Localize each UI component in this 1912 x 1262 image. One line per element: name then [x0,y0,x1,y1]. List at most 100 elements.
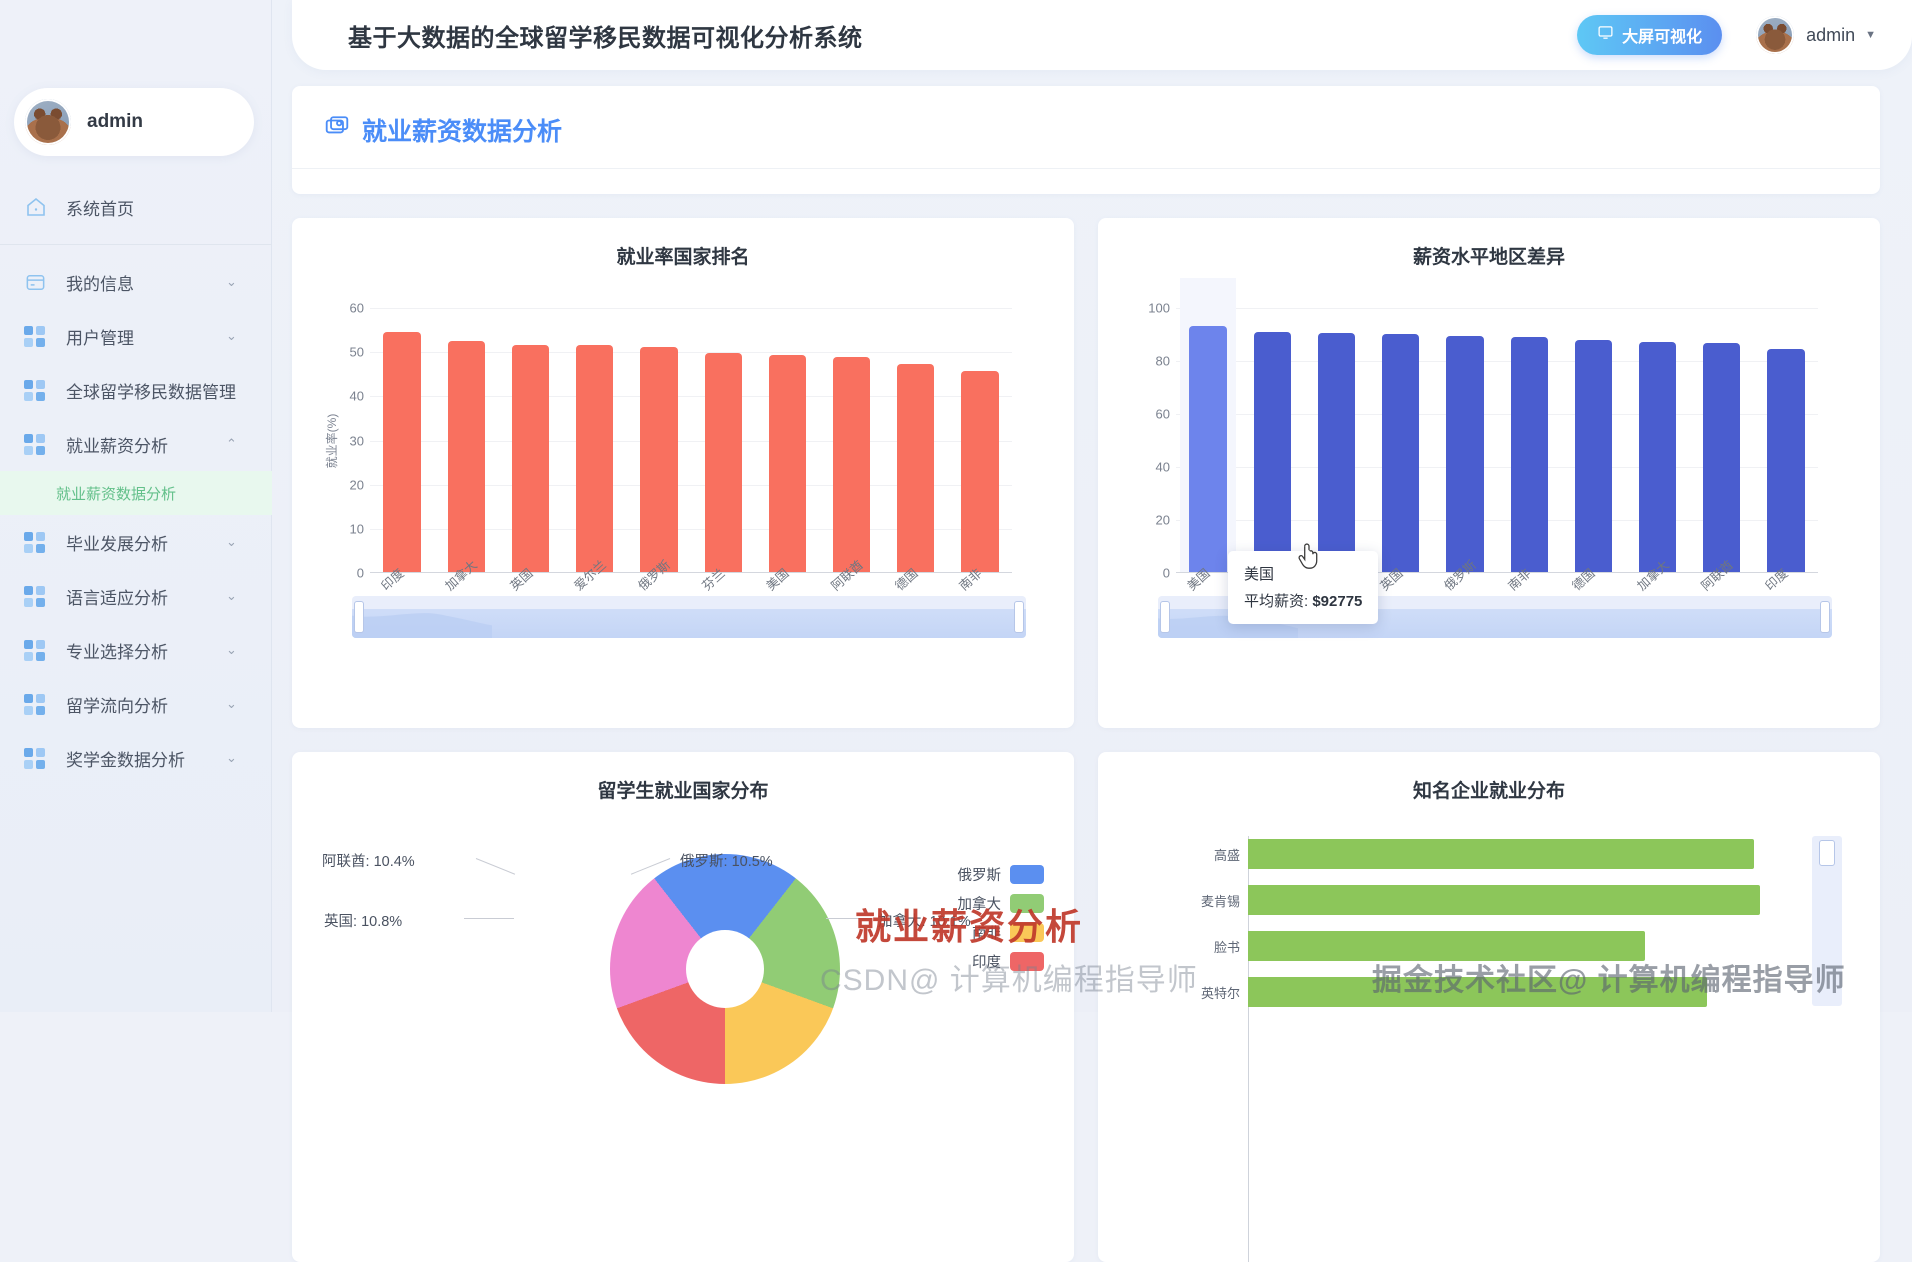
sidebar-user-name: admin [87,111,143,132]
sidebar-item-my-info[interactable]: 我的信息 ⌄ [0,255,272,309]
user-menu[interactable]: admin ▼ [1756,16,1876,54]
bar-row[interactable]: 英特尔 [1201,974,1770,1010]
bar[interactable] [1248,839,1755,869]
chevron-down-icon[interactable]: ⌄ [226,534,237,549]
datazoom-handle-left[interactable] [354,601,364,633]
sidebar-item-employment-salary[interactable]: 就业薪资分析 ⌃ [0,417,272,471]
bar-cell[interactable] [1497,308,1561,572]
bar-cell[interactable] [1625,308,1689,572]
bar-cell[interactable] [1240,308,1304,572]
datazoom-handle-right[interactable] [1014,601,1024,633]
bar-cell[interactable] [627,308,691,572]
bar[interactable] [897,363,935,572]
datazoom-slider[interactable] [352,596,1026,638]
pie-label-russia: 俄罗斯: 10.5% [680,854,773,870]
sidebar-item-major-selection[interactable]: 专业选择分析 ⌄ [0,623,272,677]
sidebar-item-scholarship-data[interactable]: 奖学金数据分析 ⌄ [0,731,272,785]
bar-cell[interactable] [948,308,1012,572]
bar[interactable] [1189,326,1227,572]
bar[interactable] [704,352,742,572]
bar-cell[interactable] [1561,308,1625,572]
chevron-down-icon[interactable]: ⌄ [226,696,237,711]
legend-item[interactable]: 南非 [958,918,1044,947]
bar-row[interactable]: 脸书 [1214,928,1770,964]
chevron-down-icon[interactable]: ⌄ [226,274,237,289]
bar[interactable] [1253,332,1291,572]
bar[interactable] [1638,342,1677,572]
grid-icon [24,639,50,661]
legend-item[interactable]: 加拿大 [958,889,1044,918]
bar-cell[interactable] [1690,308,1754,572]
bar-cell[interactable] [498,308,562,572]
mouse-cursor-icon [1296,543,1322,578]
y-axis-tick: 麦肯锡 [1200,893,1240,909]
y-axis-tick: 0 [356,565,364,581]
chevron-down-icon[interactable]: ⌄ [226,328,237,343]
bar[interactable] [768,355,806,572]
bar-cell[interactable] [1176,278,1240,572]
bar-cell[interactable] [884,308,948,572]
gridline [1176,467,1818,468]
bar-cell[interactable] [691,308,755,572]
sidebar-item-home[interactable]: 系统首页 [0,180,272,234]
sidebar-item-global-data-management[interactable]: 全球留学移民数据管理 [0,363,272,417]
sidebar-subitem-employment-salary-data[interactable]: 就业薪资数据分析 [0,471,272,515]
sidebar-item-graduate-development[interactable]: 毕业发展分析 ⌄ [0,515,272,569]
legend-item[interactable]: 印度 [958,947,1044,976]
sidebar-user-card[interactable]: admin [14,88,254,156]
bar[interactable] [447,341,485,572]
bar-cell[interactable] [819,308,883,572]
bar[interactable] [1382,334,1420,572]
datazoom-handle-right[interactable] [1820,601,1830,633]
datazoom-slider-vertical[interactable] [1812,836,1842,1006]
gridline [370,440,1012,442]
bar-series [370,308,1012,572]
bar-cell[interactable] [370,308,434,572]
chevron-down-icon[interactable]: ▼ [1865,29,1876,41]
bar[interactable] [640,347,678,572]
pie-leader-line [475,858,516,875]
bigscreen-button[interactable]: 大屏可视化 [1577,15,1723,55]
chevron-up-icon[interactable]: ⌃ [226,436,237,451]
bar-cell[interactable] [434,308,498,572]
bar[interactable] [1248,931,1645,961]
bar[interactable] [383,332,421,572]
chevron-down-icon[interactable]: ⌄ [226,750,237,765]
bar[interactable] [1767,348,1805,572]
bar[interactable] [1510,337,1548,572]
chevron-down-icon[interactable]: ⌄ [226,642,237,657]
bar[interactable] [1446,335,1484,572]
y-axis-tick: 40 [1155,459,1170,475]
bar[interactable] [832,357,871,572]
bar[interactable] [1703,342,1741,572]
bar-cell[interactable] [755,308,819,572]
bar-cell[interactable] [1304,308,1368,572]
gridline [1176,308,1818,309]
bar-cell[interactable] [563,308,627,572]
bar-row[interactable]: 高盛 [1214,836,1770,872]
sidebar-item-language-adaptation[interactable]: 语言适应分析 ⌄ [0,569,272,623]
datazoom-handle-left[interactable] [1160,601,1170,633]
y-axis-tick: 30 [349,433,364,448]
grid-icon [24,585,50,607]
gridline [1176,520,1818,521]
chart-card-country-distribution: 留学生就业国家分布 英国: 10.8% 阿联酋: 10.4% 俄罗斯: 10.5… [292,752,1074,1262]
bar[interactable] [1248,977,1708,1007]
bar-row[interactable]: 麦肯锡 [1201,882,1770,918]
bar[interactable] [1248,885,1760,915]
sidebar-item-user-management[interactable]: 用户管理 ⌄ [0,309,272,363]
bar-cell[interactable] [1369,308,1433,572]
bar-cell[interactable] [1433,308,1497,572]
bar-cell[interactable] [1754,308,1818,572]
chevron-down-icon[interactable]: ⌄ [226,588,237,603]
donut-chart[interactable] [610,854,840,1084]
bar[interactable] [961,371,999,572]
bar[interactable] [1317,332,1356,572]
bar[interactable] [1574,340,1612,572]
datazoom-handle[interactable] [1819,840,1835,866]
sidebar-item-study-abroad-flow[interactable]: 留学流向分析 ⌄ [0,677,272,731]
legend-item[interactable]: 俄罗斯 [958,860,1044,889]
bar[interactable] [511,344,550,572]
sidebar-item-label: 系统首页 [66,199,134,219]
bar[interactable] [576,344,614,572]
